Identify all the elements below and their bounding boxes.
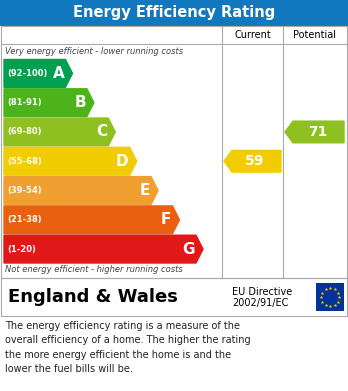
Polygon shape: [285, 121, 344, 143]
Bar: [0, 316, 348, 391]
Polygon shape: [4, 118, 115, 146]
Text: B: B: [74, 95, 86, 110]
Text: The energy efficiency rating is a measure of the
overall efficiency of a home. T: The energy efficiency rating is a measur…: [5, 321, 251, 374]
Polygon shape: [224, 151, 281, 172]
Text: C: C: [96, 124, 107, 140]
Text: A: A: [53, 66, 64, 81]
Text: EU Directive: EU Directive: [232, 287, 292, 297]
Text: Not energy efficient - higher running costs: Not energy efficient - higher running co…: [5, 265, 183, 274]
Polygon shape: [4, 59, 72, 87]
Text: 2002/91/EC: 2002/91/EC: [232, 298, 288, 308]
Text: (1-20): (1-20): [7, 245, 36, 254]
Bar: [1, 278, 347, 316]
Text: England & Wales: England & Wales: [8, 288, 178, 306]
Polygon shape: [4, 147, 137, 175]
Text: F: F: [161, 212, 172, 227]
Text: 71: 71: [308, 125, 327, 139]
Polygon shape: [4, 206, 180, 234]
Text: E: E: [140, 183, 150, 198]
Polygon shape: [4, 89, 94, 117]
Text: (55-68): (55-68): [7, 157, 42, 166]
Polygon shape: [4, 235, 203, 263]
Text: D: D: [116, 154, 129, 169]
Text: 59: 59: [245, 154, 264, 168]
Bar: [0, 0, 348, 26]
Text: Very energy efficient - lower running costs: Very energy efficient - lower running co…: [5, 47, 183, 56]
Text: (39-54): (39-54): [7, 186, 42, 195]
Text: (69-80): (69-80): [7, 127, 41, 136]
Text: G: G: [182, 242, 195, 256]
Polygon shape: [4, 177, 158, 204]
Text: (92-100): (92-100): [7, 69, 47, 78]
Text: Energy Efficiency Rating: Energy Efficiency Rating: [73, 5, 275, 20]
Text: Current: Current: [234, 30, 271, 40]
Text: (21-38): (21-38): [7, 215, 42, 224]
Bar: [316, 283, 344, 311]
Text: Potential: Potential: [293, 30, 336, 40]
Text: (81-91): (81-91): [7, 98, 42, 107]
Bar: [1, 26, 347, 278]
